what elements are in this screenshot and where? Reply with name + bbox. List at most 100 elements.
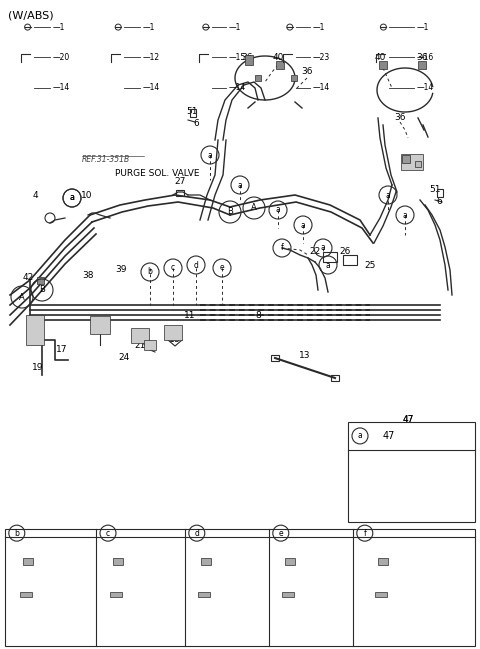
Text: 51: 51 <box>186 108 198 117</box>
Text: f: f <box>363 529 366 537</box>
Bar <box>418 61 426 69</box>
Bar <box>176 190 184 196</box>
Text: (W/ABS): (W/ABS) <box>8 10 54 20</box>
Text: c: c <box>171 263 175 273</box>
Text: B: B <box>227 208 233 217</box>
Text: 10: 10 <box>81 191 93 201</box>
Text: a: a <box>238 180 242 190</box>
Text: 24: 24 <box>119 354 130 363</box>
Text: —1: —1 <box>142 23 155 32</box>
Text: 36: 36 <box>416 53 428 62</box>
Text: 40: 40 <box>374 53 386 62</box>
Text: a: a <box>325 260 330 269</box>
Bar <box>198 592 210 597</box>
Text: REF.31-351B: REF.31-351B <box>82 156 130 164</box>
Bar <box>131 328 149 343</box>
Text: 19: 19 <box>32 363 44 373</box>
Text: 27: 27 <box>174 177 186 186</box>
Bar <box>437 189 443 197</box>
Bar <box>23 557 33 565</box>
Text: —16: —16 <box>417 53 434 62</box>
Bar <box>271 355 279 361</box>
Bar <box>190 109 196 117</box>
Text: a: a <box>300 221 305 230</box>
Text: d: d <box>193 260 198 269</box>
Text: 22: 22 <box>310 247 321 256</box>
Text: —20: —20 <box>52 53 70 62</box>
Text: e: e <box>220 263 224 273</box>
Text: a: a <box>358 432 362 441</box>
Text: 11: 11 <box>184 310 196 319</box>
Text: d: d <box>194 529 199 537</box>
Bar <box>255 75 261 81</box>
Bar <box>36 276 44 284</box>
Bar <box>375 592 387 597</box>
Text: a: a <box>70 193 74 202</box>
Text: a: a <box>321 243 325 252</box>
Text: 17: 17 <box>56 345 68 354</box>
Bar <box>5 529 475 646</box>
Text: A: A <box>251 204 257 212</box>
Bar <box>201 557 211 565</box>
Text: —1: —1 <box>52 23 65 32</box>
Bar <box>343 255 357 265</box>
Bar <box>378 557 388 565</box>
Text: 39: 39 <box>115 265 127 275</box>
Bar <box>144 340 156 350</box>
Text: —14: —14 <box>142 83 159 92</box>
Text: —15: —15 <box>228 53 246 62</box>
Text: —14: —14 <box>52 83 70 92</box>
Bar <box>379 61 387 69</box>
Bar <box>323 252 337 262</box>
Text: —14: —14 <box>312 83 330 92</box>
Text: a: a <box>276 206 280 215</box>
Text: —1: —1 <box>312 23 325 32</box>
Text: a: a <box>208 151 212 160</box>
Text: 42: 42 <box>23 273 34 282</box>
Text: a: a <box>385 191 390 199</box>
Bar <box>276 61 284 69</box>
Text: 4: 4 <box>32 191 38 199</box>
Bar <box>26 315 44 345</box>
Text: 38: 38 <box>82 271 94 280</box>
Text: a: a <box>70 193 74 202</box>
Text: e: e <box>278 529 283 537</box>
Bar <box>285 557 295 565</box>
Bar <box>415 161 420 167</box>
Text: 25: 25 <box>364 260 376 269</box>
Bar <box>401 154 422 170</box>
Text: b: b <box>14 529 19 537</box>
Bar <box>331 375 339 381</box>
Text: —12: —12 <box>142 53 159 62</box>
Text: 8: 8 <box>255 310 261 319</box>
Text: PURGE SOL. VALVE: PURGE SOL. VALVE <box>115 169 200 178</box>
Text: f: f <box>281 243 283 252</box>
Text: —1: —1 <box>417 23 429 32</box>
Bar <box>164 324 182 339</box>
Bar <box>20 592 32 597</box>
Text: —14: —14 <box>417 83 434 92</box>
Bar <box>291 75 297 81</box>
Bar <box>282 592 294 597</box>
Text: c: c <box>106 529 110 537</box>
Text: 6: 6 <box>193 119 199 129</box>
Text: 36: 36 <box>394 114 406 123</box>
Bar <box>348 422 475 522</box>
Text: b: b <box>147 267 153 276</box>
Text: 36: 36 <box>301 67 313 77</box>
Bar <box>110 592 122 597</box>
Text: 18: 18 <box>169 336 181 345</box>
Text: 21: 21 <box>134 341 146 350</box>
Bar <box>90 316 110 334</box>
Bar <box>245 55 253 65</box>
Text: —14: —14 <box>228 83 246 92</box>
Text: 47: 47 <box>402 415 414 424</box>
Text: —23: —23 <box>312 53 330 62</box>
Bar <box>113 557 123 565</box>
Text: 36: 36 <box>241 53 253 62</box>
Text: a: a <box>403 210 408 219</box>
Text: B: B <box>39 286 45 295</box>
Bar <box>402 154 409 163</box>
Text: 47: 47 <box>383 431 396 441</box>
Text: 26: 26 <box>339 247 351 256</box>
